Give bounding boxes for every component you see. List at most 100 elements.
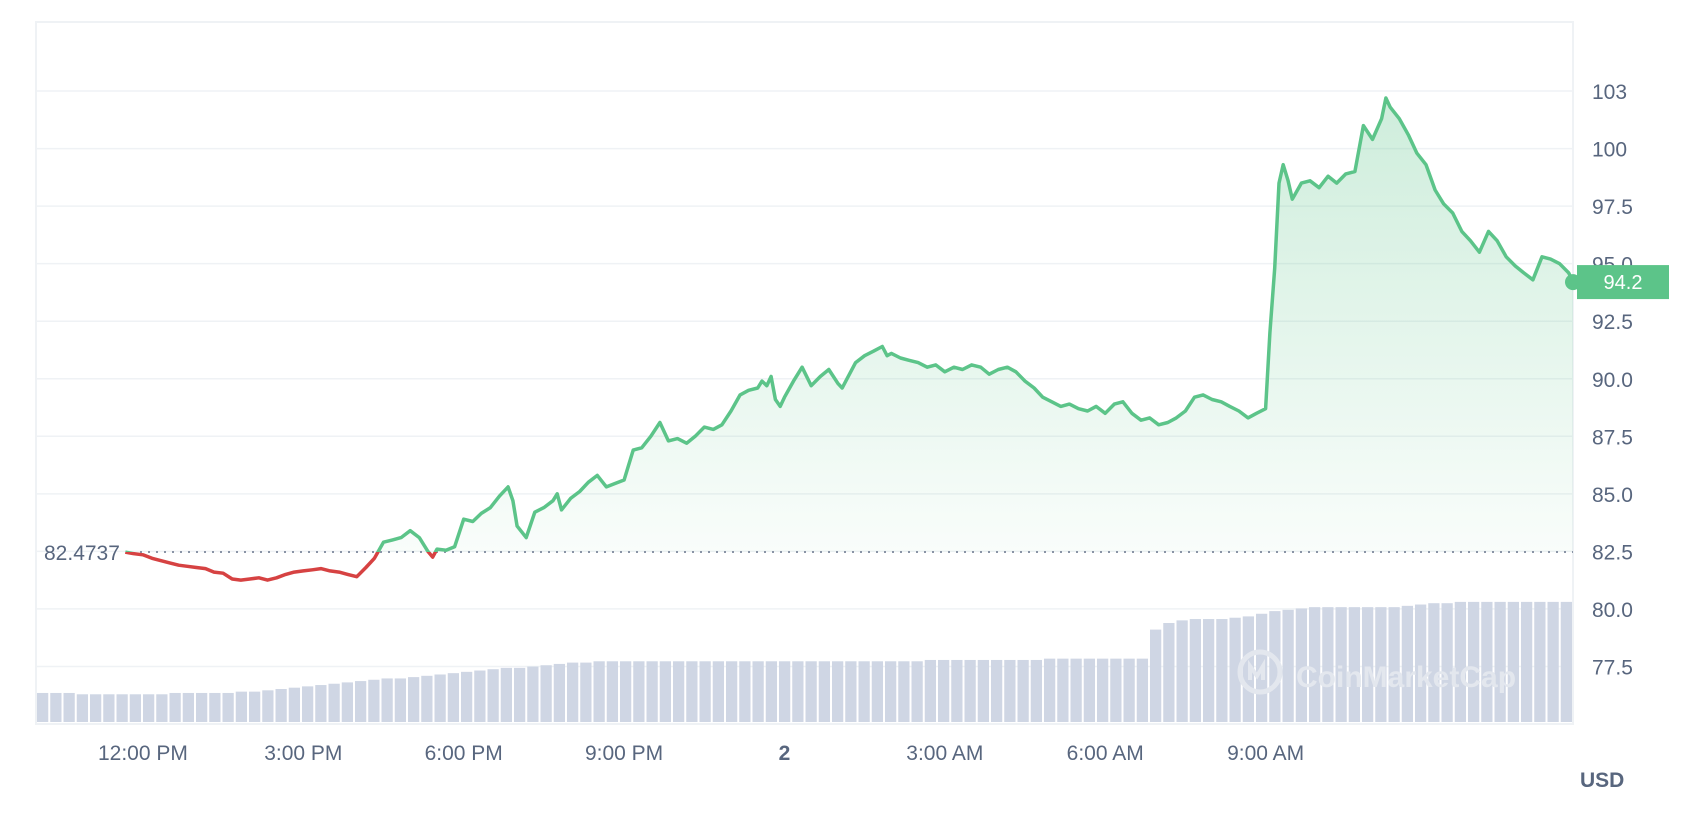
y-tick-label: 90.0 [1592, 369, 1633, 392]
volume-bar [553, 663, 565, 722]
x-tick-label: 2 [779, 742, 791, 765]
volume-bar [1030, 659, 1042, 722]
volume-bar [288, 687, 300, 722]
volume-bar [726, 661, 738, 722]
volume-bar [938, 659, 950, 722]
volume-bar [1375, 607, 1387, 722]
volume-bar [567, 662, 579, 722]
volume-bar [911, 661, 923, 722]
current-price-badge: 94.2 [1577, 265, 1669, 300]
volume-bar [474, 670, 486, 722]
volume-bar [1494, 601, 1506, 722]
price-line-above-baseline [125, 96, 1575, 552]
x-tick-label: 3:00 AM [906, 742, 983, 765]
volume-bar [1348, 607, 1360, 722]
volume-bar [1295, 608, 1307, 722]
volume-bar [50, 692, 62, 722]
volume-bar [779, 661, 791, 722]
volume-bar [1083, 658, 1095, 722]
volume-bar [845, 661, 857, 722]
volume-bar [1454, 601, 1466, 722]
volume-bar [1150, 629, 1162, 722]
volume-bar [1110, 658, 1122, 722]
baseline-value-label: 82.4737 [44, 542, 120, 565]
volume-bar [1057, 658, 1069, 722]
volume-bar [461, 671, 473, 722]
x-tick-label: 9:00 PM [585, 742, 663, 765]
volume-bar [447, 673, 459, 722]
volume-bar [394, 678, 406, 722]
volume-bar [262, 690, 274, 722]
volume-bar [527, 666, 539, 722]
volume-bar [341, 682, 353, 722]
volume-bar [712, 661, 724, 722]
volume-bar [1521, 601, 1533, 722]
volume-bar [792, 661, 804, 722]
volume-bar [514, 667, 526, 722]
price-area-fill [377, 98, 1573, 552]
svg-text:94.2: 94.2 [1604, 272, 1643, 294]
volume-bar [1468, 601, 1480, 722]
volume-bar [368, 679, 380, 722]
volume-bar [1534, 601, 1546, 722]
volume-bar [686, 661, 698, 722]
volume-bar [222, 692, 234, 722]
volume-bar [620, 661, 632, 722]
volume-bar [871, 661, 883, 722]
y-tick-label: 85.0 [1592, 484, 1633, 507]
volume-bar [1216, 619, 1228, 722]
volume-bar [951, 659, 963, 722]
y-tick-label: 77.5 [1592, 656, 1633, 679]
volume-bar [143, 694, 155, 722]
volume-bar [540, 665, 552, 722]
volume-bar [1123, 658, 1135, 722]
volume-bar [924, 659, 936, 722]
volume-bar [434, 674, 446, 722]
volume-bar [209, 692, 221, 722]
x-tick-label: 6:00 PM [425, 742, 503, 765]
volume-bar [1004, 659, 1016, 722]
volume-bar [991, 659, 1003, 722]
volume-bar [1309, 607, 1321, 722]
volume-bar [156, 694, 168, 722]
volume-bar [1428, 603, 1440, 722]
volume-bar [1203, 619, 1215, 722]
volume-bar [116, 694, 128, 722]
volume-bar [1388, 607, 1400, 722]
volume-bar [1547, 601, 1559, 722]
volume-bar [805, 661, 817, 722]
volume-bar [63, 692, 75, 722]
volume-bar [1269, 611, 1281, 722]
volume-bar [659, 661, 671, 722]
y-tick-label: 100 [1592, 139, 1627, 162]
volume-bar [1044, 658, 1056, 722]
volume-bar [1507, 601, 1519, 722]
volume-bar [1415, 604, 1427, 722]
volume-bar [103, 694, 115, 722]
volume-bar [235, 691, 247, 722]
x-tick-label: 3:00 PM [264, 742, 342, 765]
volume-bar [752, 661, 764, 722]
volume-bar [1441, 603, 1453, 722]
y-tick-label: 80.0 [1592, 599, 1633, 622]
volume-bar [249, 691, 261, 722]
volume-bar [699, 661, 711, 722]
x-axis: 12:00 PM 3:00 PM 6:00 PM 9:00 PM 2 3:00 AM 6:0… [98, 742, 1304, 765]
volume-bar [580, 662, 592, 722]
volume-bar [1560, 601, 1572, 722]
volume-bar [818, 661, 830, 722]
volume-bar [673, 661, 685, 722]
volume-bar [1097, 658, 1109, 722]
volume-bar [169, 692, 181, 722]
volume-bar [1481, 601, 1493, 722]
volume-bar [885, 661, 897, 722]
volume-bar [1335, 607, 1347, 722]
y-tick-label: 103 [1592, 81, 1627, 104]
volume-bar [1282, 609, 1294, 722]
currency-label: USD [1580, 769, 1624, 792]
volume-bar [646, 661, 658, 722]
volume-bar [1229, 617, 1241, 722]
volume-bar [1136, 658, 1148, 722]
